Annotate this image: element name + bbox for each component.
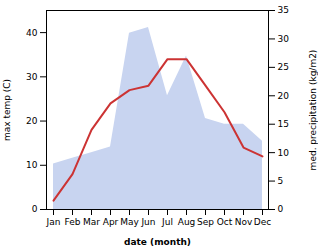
svg-text:0: 0 — [32, 204, 38, 214]
svg-text:Mar: Mar — [83, 217, 100, 227]
svg-text:20: 20 — [26, 116, 38, 126]
svg-text:Oct: Oct — [217, 217, 233, 227]
svg-text:40: 40 — [26, 27, 38, 37]
svg-text:10: 10 — [26, 160, 38, 170]
svg-text:5: 5 — [278, 176, 284, 186]
svg-text:med. precipitation (kg/m2): med. precipitation (kg/m2) — [308, 50, 318, 171]
svg-text:15: 15 — [278, 119, 289, 129]
svg-text:May: May — [120, 217, 139, 227]
svg-text:25: 25 — [278, 62, 289, 72]
svg-text:Dec: Dec — [254, 217, 271, 227]
svg-text:30: 30 — [26, 72, 38, 82]
svg-text:Jun: Jun — [140, 217, 155, 227]
svg-text:Sep: Sep — [197, 217, 214, 227]
svg-text:35: 35 — [278, 5, 289, 15]
svg-text:0: 0 — [278, 204, 284, 214]
svg-text:Nov: Nov — [235, 217, 253, 227]
svg-text:30: 30 — [278, 34, 290, 44]
svg-text:Feb: Feb — [65, 217, 81, 227]
svg-text:Apr: Apr — [103, 217, 119, 227]
svg-text:Jan: Jan — [46, 217, 61, 227]
svg-text:max temp (C): max temp (C) — [2, 79, 12, 141]
svg-text:date (month): date (month) — [124, 237, 191, 247]
svg-text:Jul: Jul — [161, 217, 173, 227]
svg-text:20: 20 — [278, 91, 290, 101]
svg-text:Aug: Aug — [178, 217, 196, 227]
svg-text:10: 10 — [278, 148, 290, 158]
